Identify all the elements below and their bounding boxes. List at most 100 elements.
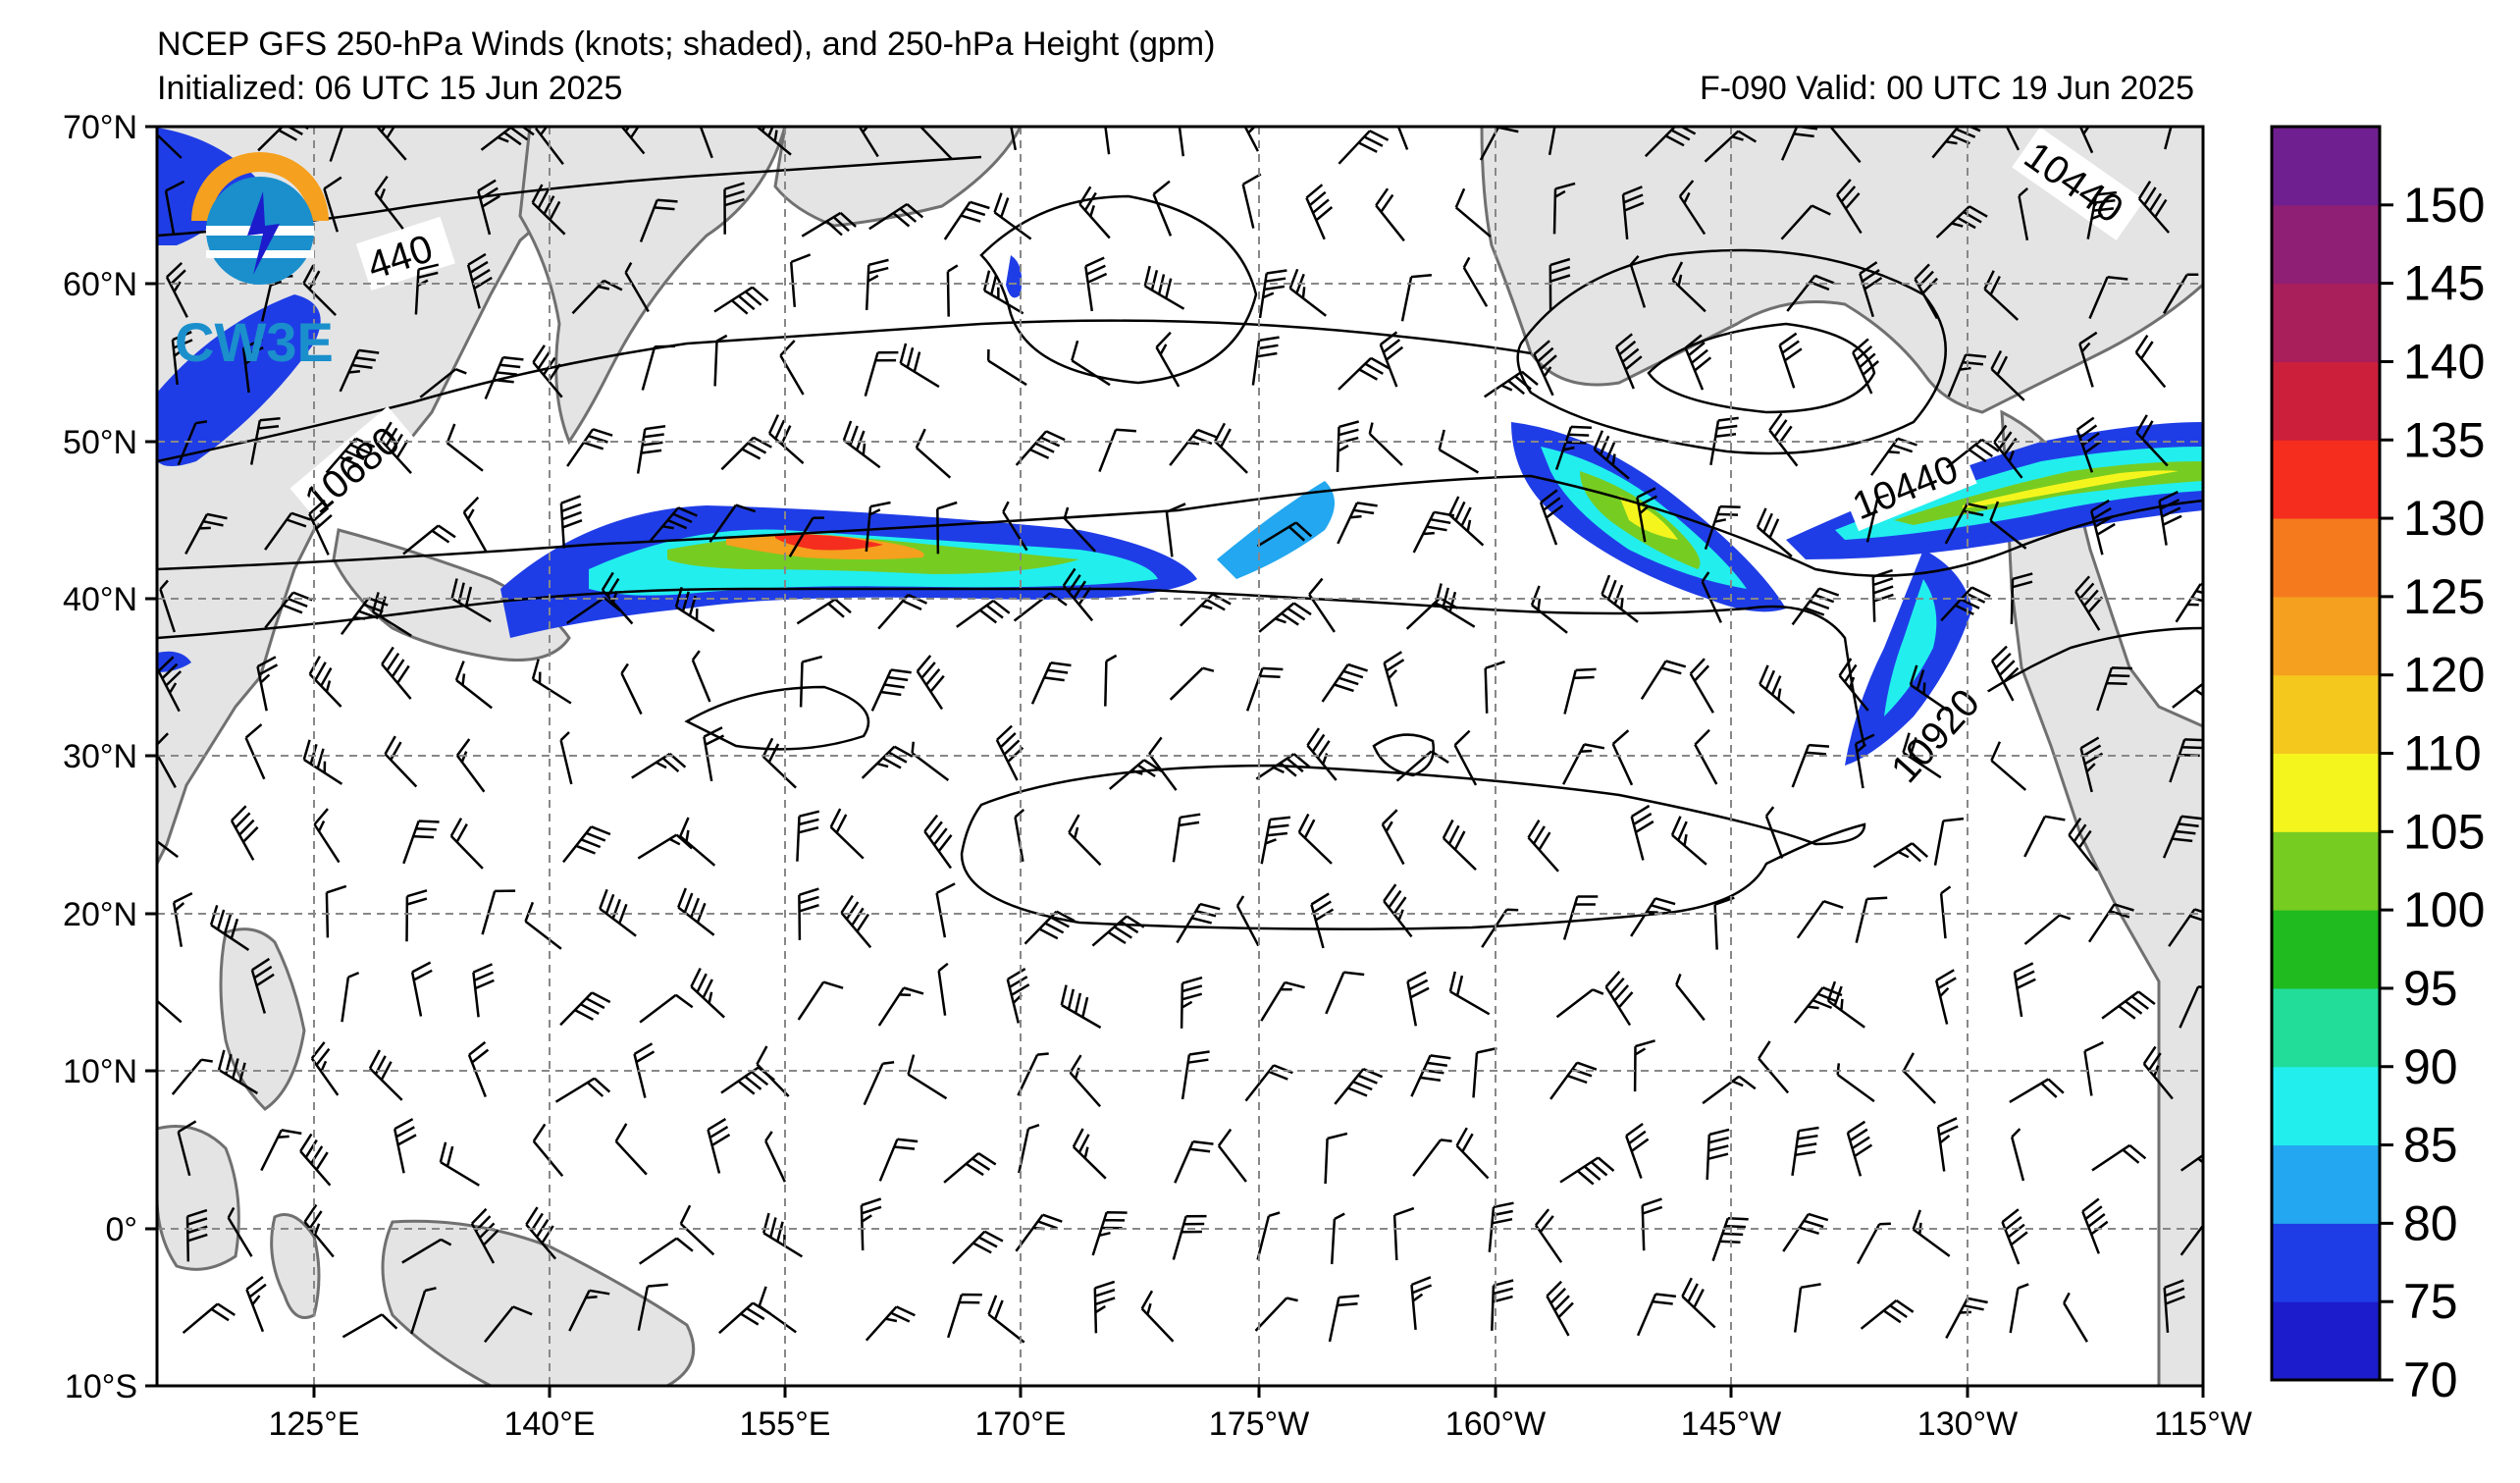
wind-barb	[1104, 654, 1118, 707]
wind-barb	[916, 655, 945, 711]
wind-barb	[1945, 1297, 1988, 1339]
wind-barb	[1780, 127, 1818, 161]
wind-barb	[1214, 422, 1248, 474]
wind-barb	[1002, 501, 1028, 552]
wind-barb	[470, 1207, 499, 1264]
wind-barb	[264, 511, 312, 551]
wind-barb	[230, 805, 259, 861]
wind-barb	[1258, 602, 1312, 633]
logo-sun-arc	[191, 152, 329, 221]
lon-label-155e: 155°E	[739, 1405, 830, 1443]
wind-barb	[1014, 808, 1025, 863]
wind-barb	[1640, 660, 1687, 700]
wind-barb	[1217, 1128, 1247, 1183]
wind-barb	[562, 825, 611, 864]
wind-barb	[1256, 521, 1313, 548]
lon-label-115w: 115°W	[2154, 1405, 2252, 1443]
wind-barb	[1756, 507, 1793, 557]
wind-barb	[182, 1302, 236, 1335]
wind-barb	[993, 192, 1032, 240]
land-new-guinea	[381, 1219, 696, 1386]
wind-barb	[1176, 902, 1221, 944]
wind-barb	[620, 662, 643, 715]
wind-barb	[1308, 577, 1336, 633]
wind-barb	[1593, 430, 1630, 480]
wind-barb	[454, 661, 493, 710]
wind-barb	[184, 512, 228, 555]
cw3e-logo: CW3E	[175, 152, 334, 373]
wind-barb	[325, 437, 376, 474]
wind-barb	[1902, 732, 1942, 779]
wind-barb	[764, 1131, 787, 1183]
wind-barb	[2079, 736, 2104, 793]
wind-barb	[707, 1118, 731, 1174]
wind-barb	[2091, 1143, 2147, 1172]
wind-barb	[1552, 182, 1576, 235]
wind-barb	[1481, 908, 1519, 948]
wind-barb	[1330, 1212, 1345, 1265]
wind-barb	[713, 334, 728, 387]
wind-barb	[257, 127, 309, 152]
logo-text: CW3E	[175, 311, 334, 373]
wind-barb	[1091, 915, 1145, 947]
wind-barb	[1383, 883, 1413, 938]
wind-barb	[2096, 666, 2132, 712]
wind-barb	[1060, 984, 1102, 1030]
wind-barb	[870, 668, 912, 712]
wind-barb	[2179, 1153, 2203, 1172]
wind-barb	[1410, 1054, 1451, 1097]
wind-barb	[1872, 842, 1929, 869]
wind-barb	[414, 263, 440, 315]
wind-barb	[1336, 420, 1360, 472]
wind-barb	[2009, 1283, 2029, 1334]
wind-barb	[1412, 1139, 1452, 1177]
wind-barb	[1091, 1210, 1128, 1256]
wind-barb	[1338, 356, 1390, 391]
wind-barb	[1983, 270, 2020, 321]
colorbar-label: 100	[2403, 882, 2485, 937]
wind-barb	[868, 202, 924, 231]
wind-barb	[1006, 968, 1030, 1024]
wind-barb	[829, 808, 865, 860]
wind-barb	[1670, 816, 1707, 866]
wind-barb	[2023, 914, 2072, 945]
wind-barb	[1260, 980, 1305, 1022]
wind-barb	[865, 1305, 916, 1342]
wind-barb	[402, 820, 440, 865]
wind-barb	[323, 176, 342, 233]
lat-label-equator: 0°	[105, 1211, 137, 1248]
lat-label-70n: 70°N	[63, 109, 137, 146]
colorbar-swatch	[2272, 1144, 2380, 1224]
wind-barb	[1936, 1117, 1959, 1172]
wind-barb	[1902, 1052, 1936, 1104]
wind-barb	[466, 252, 493, 309]
wind-barb	[157, 132, 183, 159]
wind-barb	[1071, 340, 1111, 387]
wind-barb	[524, 901, 562, 950]
wind-barb	[1993, 424, 2023, 479]
wind-barb	[2078, 127, 2094, 154]
wind-barb	[1018, 1124, 1040, 1174]
wind-barb	[1836, 1063, 1875, 1103]
wind-barb	[1448, 971, 1491, 1016]
wind-barb	[1678, 180, 1706, 236]
wind-barb	[641, 344, 676, 391]
wind-barb	[157, 999, 183, 1024]
wind-barb	[1675, 973, 1706, 1022]
wind-barb	[2163, 1279, 2185, 1333]
wind-barb	[227, 1206, 253, 1257]
wind-barb	[1764, 806, 1784, 859]
lon-label-145w: 145°W	[1681, 1405, 1781, 1443]
wind-barb	[2134, 335, 2167, 389]
colorbar-labels: 70 75 80 85 90 95 100 105 110 120 125 130 135 140 145 1…	[2380, 178, 2485, 1407]
wind-barb	[1939, 885, 1952, 939]
wind-barb	[756, 1045, 790, 1097]
wind-barb	[1368, 422, 1403, 466]
wind-barb	[919, 127, 954, 161]
wind-barb	[1442, 819, 1477, 871]
colorbar-swatch	[2272, 831, 2380, 911]
wind-barb	[911, 741, 950, 781]
wind-barb	[1093, 1280, 1116, 1334]
map-plot-area: 440 10680 10440 10440 10920	[157, 127, 2203, 1386]
wind-barb	[620, 127, 646, 155]
